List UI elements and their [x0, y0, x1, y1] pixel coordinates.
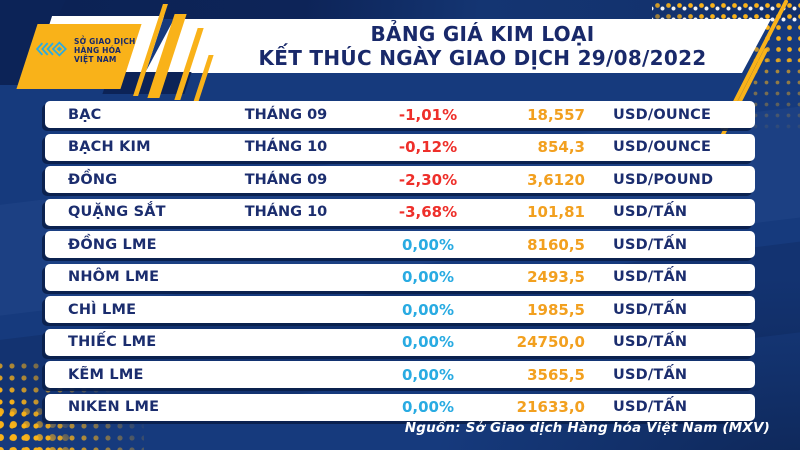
price-value: 8160,5: [527, 235, 585, 254]
price-unit: USD/TẤN: [613, 334, 688, 350]
table-row: NHÔM LME 0,00% 2493,5 USD/TẤN: [45, 263, 755, 291]
contract-month: THÁNG 09: [244, 106, 328, 123]
price-unit: USD/OUNCE: [613, 139, 712, 155]
commodity-name: ĐỒNG LME: [68, 236, 157, 253]
commodity-name: BẠCH KIM: [68, 139, 151, 155]
table-row: KẼM LME 0,00% 3565,5 USD/TẤN: [45, 361, 755, 388]
price-unit: USD/TẤN: [613, 366, 688, 383]
contract-month: THÁNG 10: [244, 139, 328, 155]
source-text: Nguồn: Sở Giao dịch Hàng hóa Việt Nam (M…: [404, 420, 770, 436]
change-value: -0,12%: [398, 138, 458, 156]
table-row: ĐỒNG LME 0,00% 8160,5 USD/TẤN: [45, 231, 755, 258]
table-row: NIKEN LME 0,00% 21633,0 USD/TẤN: [45, 393, 755, 421]
change-value: 0,00%: [401, 300, 455, 319]
logo-text-line2: HÀNG HÓA: [74, 46, 121, 55]
logo-text-line3: VIỆT NAM: [74, 55, 117, 64]
price-unit: USD/TẤN: [613, 236, 688, 253]
commodity-name: CHÌ LME: [68, 301, 137, 318]
price-value: 24750,0: [516, 333, 585, 351]
price-value: 18,557: [527, 105, 585, 124]
change-value: 0,00%: [401, 333, 455, 351]
change-value: 0,00%: [401, 235, 455, 254]
commodity-name: KẼM LME: [68, 366, 144, 383]
contract-month: THÁNG 09: [244, 171, 328, 188]
price-value: 854,3: [537, 138, 585, 156]
table-row: THIẾC LME 0,00% 24750,0 USD/TẤN: [45, 328, 755, 356]
change-value: 0,00%: [401, 398, 455, 416]
mxv-logo: SỞ GIAO DỊCH HÀNG HÓA VIỆT NAM: [35, 37, 136, 64]
title-line-2: KẾT THÚC NGÀY GIAO DỊCH 29/08/2022: [258, 46, 707, 70]
change-value: -1,01%: [398, 105, 458, 124]
change-value: 0,00%: [401, 365, 455, 384]
page-title: BẢNG GIÁ KIM LOẠI KẾT THÚC NGÀY GIAO DỊC…: [210, 22, 755, 70]
commodity-name: QUẶNG SẮT: [68, 204, 166, 220]
price-table: BẠC THÁNG 09 -1,01% 18,557 USD/OUNCE BẠC…: [45, 101, 755, 426]
price-unit: USD/TẤN: [613, 399, 688, 415]
title-line-1: BẢNG GIÁ KIM LOẠI: [370, 22, 595, 46]
commodity-name: NHÔM LME: [68, 269, 160, 285]
logo-text: SỞ GIAO DỊCH HÀNG HÓA VIỆT NAM: [74, 37, 136, 64]
price-unit: USD/POUND: [613, 171, 714, 188]
price-value: 2493,5: [527, 268, 585, 286]
mxv-diamond-icon: [35, 38, 70, 64]
price-unit: USD/TẤN: [613, 204, 688, 220]
price-value: 1985,5: [527, 300, 585, 319]
contract-month: THÁNG 10: [244, 204, 328, 220]
commodity-name: NIKEN LME: [68, 399, 160, 415]
table-row: ĐỒNG THÁNG 09 -2,30% 3,6120 USD/POUND: [45, 166, 755, 193]
commodity-name: THIẾC LME: [68, 334, 157, 350]
change-value: 0,00%: [401, 268, 455, 286]
price-value: 21633,0: [516, 398, 585, 416]
logo-text-line1: SỞ GIAO DỊCH: [74, 37, 136, 46]
change-value: -2,30%: [398, 170, 458, 189]
price-unit: USD/TẤN: [613, 301, 688, 318]
price-value: 101,81: [527, 203, 585, 221]
price-unit: USD/TẤN: [613, 269, 688, 285]
table-row: QUẶNG SẮT THÁNG 10 -3,68% 101,81 USD/TẤN: [45, 198, 755, 226]
commodity-name: ĐỒNG: [68, 171, 118, 188]
price-value: 3565,5: [527, 365, 585, 384]
price-value: 3,6120: [527, 170, 585, 189]
change-value: -3,68%: [398, 203, 458, 221]
top-dark-band: [0, 0, 800, 19]
commodity-name: BẠC: [68, 106, 102, 123]
table-row: BẠCH KIM THÁNG 10 -0,12% 854,3 USD/OUNCE: [45, 133, 755, 161]
table-row: BẠC THÁNG 09 -1,01% 18,557 USD/OUNCE: [45, 101, 755, 128]
price-unit: USD/OUNCE: [613, 106, 712, 123]
table-row: CHÌ LME 0,00% 1985,5 USD/TẤN: [45, 296, 755, 323]
